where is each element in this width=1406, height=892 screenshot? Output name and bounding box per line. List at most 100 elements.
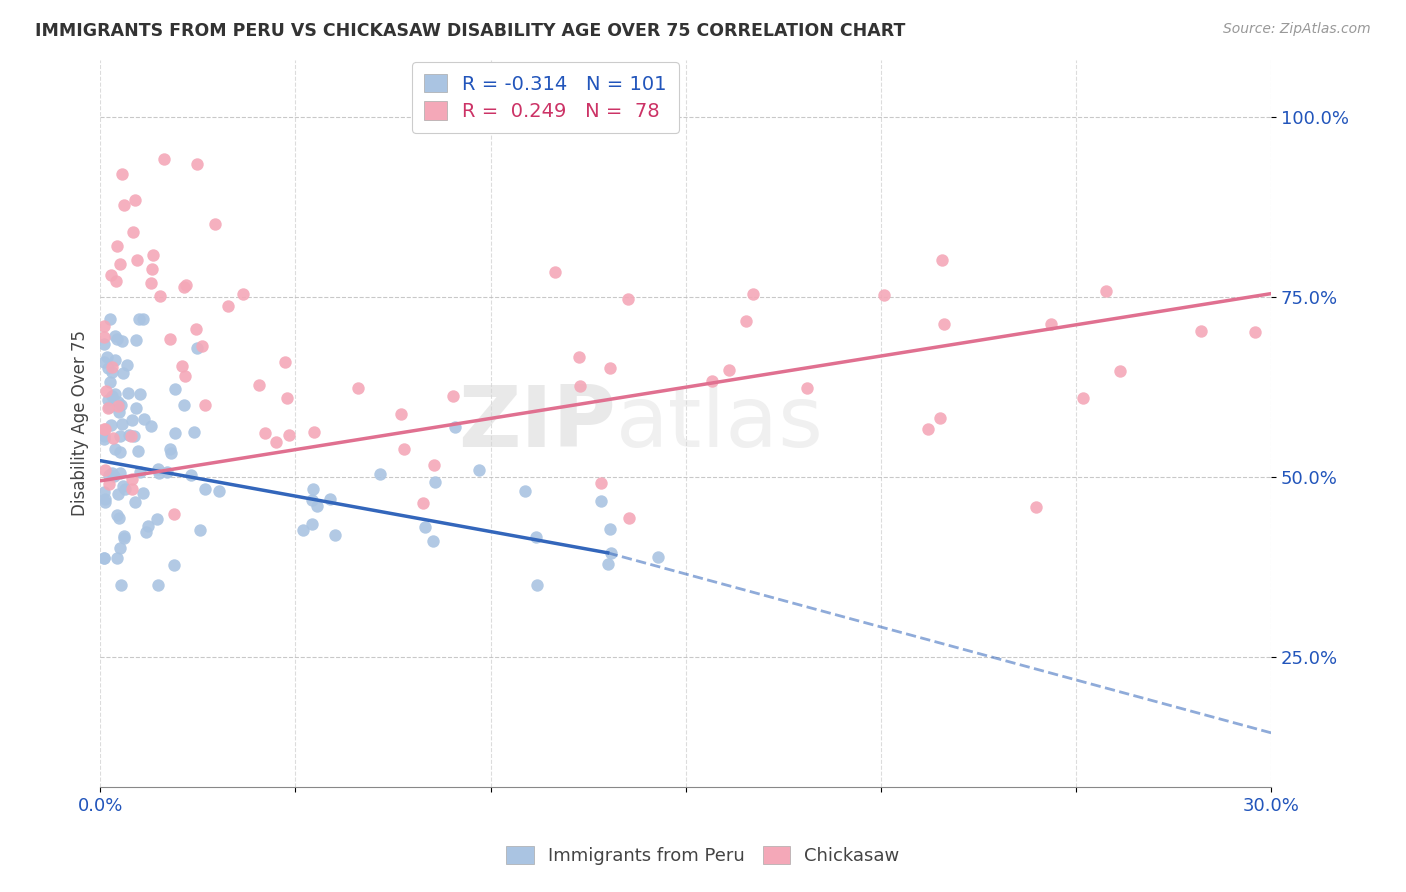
Point [132, 412, 155, 426]
Text: IMMIGRANTS FROM PERU VS CHICKASAW DISABILITY AGE OVER 75 CORRELATION CHART: IMMIGRANTS FROM PERU VS CHICKASAW DISABI… [35, 22, 905, 40]
Point [107, 486, 129, 500]
Point [208, 484, 231, 499]
Point [159, 332, 181, 346]
Point [165, 382, 187, 396]
Point [249, 378, 271, 392]
Point [93, 336, 115, 351]
Point [101, 466, 124, 480]
Point [323, 527, 346, 541]
Point [264, 434, 287, 449]
Point [305, 499, 328, 513]
Point [100, 418, 122, 433]
Point [127, 444, 149, 458]
Point [97, 477, 120, 491]
Point [183, 425, 205, 439]
Point [929, 411, 952, 425]
Point [122, 225, 145, 239]
Point [93, 318, 115, 333]
Point [568, 379, 591, 393]
Point [148, 289, 170, 303]
Point [110, 398, 132, 412]
Point [932, 317, 955, 331]
Point [108, 429, 131, 443]
Point [129, 387, 152, 401]
Point [174, 278, 197, 293]
Point [1040, 317, 1063, 331]
Point [121, 472, 143, 486]
Point [107, 399, 129, 413]
Point [94, 462, 117, 476]
Point [184, 322, 207, 336]
Point [124, 495, 146, 509]
Point [111, 417, 134, 431]
Point [156, 465, 179, 479]
Point [163, 508, 186, 522]
Point [389, 407, 412, 421]
Point [94, 422, 117, 436]
Point [425, 475, 447, 490]
Point [111, 167, 134, 181]
Point [568, 350, 591, 364]
Point [118, 428, 141, 442]
Point [291, 524, 314, 538]
Text: ZIP: ZIP [458, 382, 616, 465]
Point [96, 350, 118, 364]
Point [647, 549, 669, 564]
Point [108, 466, 131, 480]
Point [1094, 284, 1116, 298]
Point [1071, 391, 1094, 405]
Point [591, 493, 613, 508]
Point [131, 311, 153, 326]
Point [101, 365, 124, 379]
Point [112, 367, 135, 381]
Point [172, 359, 194, 373]
Point [194, 482, 217, 496]
Point [524, 530, 547, 544]
Point [1025, 500, 1047, 515]
Point [103, 469, 125, 483]
Point [105, 332, 128, 346]
Point [742, 287, 765, 301]
Point [142, 248, 165, 262]
Point [112, 479, 135, 493]
Point [141, 262, 163, 277]
Point [120, 429, 142, 443]
Point [108, 541, 131, 556]
Point [589, 476, 612, 491]
Point [412, 495, 434, 509]
Point [94, 384, 117, 398]
Point [117, 385, 139, 400]
Point [103, 442, 125, 457]
Point [304, 425, 326, 439]
Point [100, 268, 122, 282]
Point [148, 466, 170, 480]
Point [146, 462, 169, 476]
Point [97, 401, 120, 415]
Point [121, 482, 143, 496]
Point [97, 467, 120, 482]
Point [596, 557, 619, 571]
Point [301, 493, 323, 508]
Legend: Immigrants from Peru, Chickasaw: Immigrants from Peru, Chickasaw [499, 839, 907, 872]
Point [124, 194, 146, 208]
Point [101, 431, 124, 445]
Point [127, 253, 149, 268]
Point [131, 486, 153, 500]
Point [104, 329, 127, 343]
Point [194, 399, 217, 413]
Point [108, 256, 131, 270]
Point [165, 425, 187, 440]
Point [599, 522, 621, 536]
Point [1189, 324, 1212, 338]
Point [186, 157, 208, 171]
Point [1244, 326, 1267, 340]
Point [105, 508, 128, 522]
Point [159, 446, 181, 460]
Point [413, 520, 436, 534]
Point [186, 341, 208, 355]
Point [163, 558, 186, 573]
Text: atlas: atlas [616, 382, 824, 465]
Point [467, 462, 489, 476]
Point [94, 492, 117, 507]
Point [125, 401, 148, 416]
